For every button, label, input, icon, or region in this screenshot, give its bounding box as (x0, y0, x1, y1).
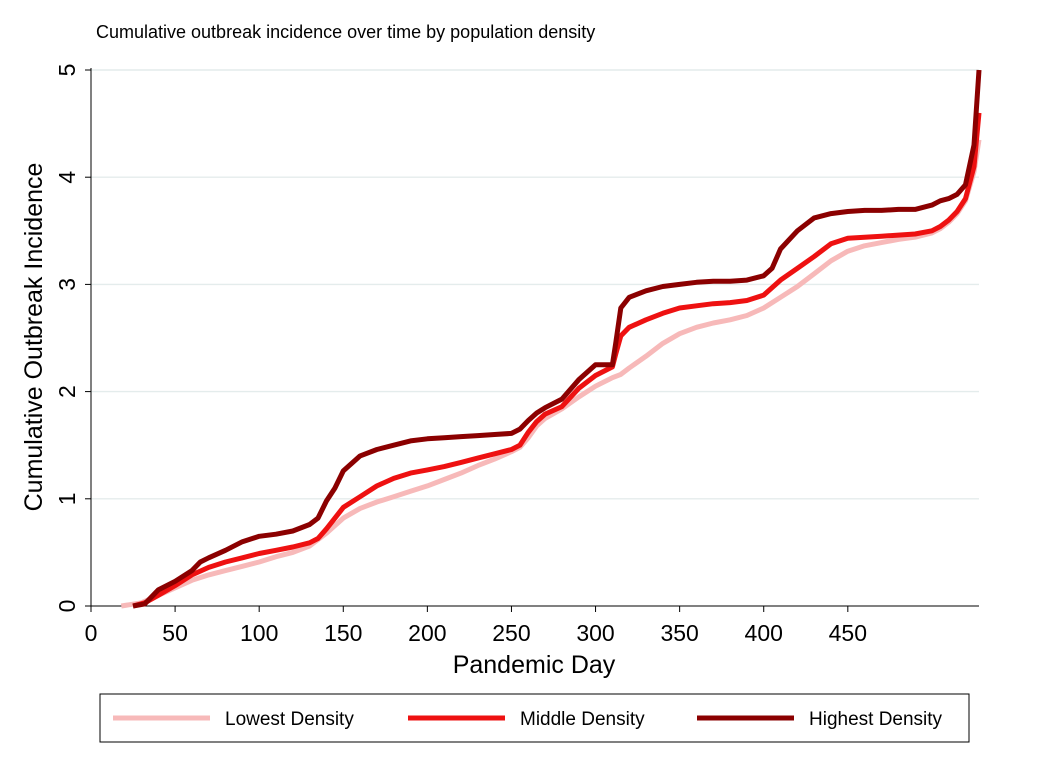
series-line-middle-density (132, 112, 982, 609)
chart-title: Cumulative outbreak incidence over time … (96, 22, 595, 42)
series-lines (120, 69, 982, 609)
legend-label-lowest-density: Lowest Density (225, 709, 354, 730)
y-tick-label-5: 5 (54, 64, 80, 77)
x-tick-label-450: 450 (829, 620, 867, 646)
legend-label-middle-density: Middle Density (520, 709, 645, 730)
series-line-lowest-density (120, 139, 982, 609)
x-tick-label-400: 400 (745, 620, 783, 646)
x-tick-label-100: 100 (240, 620, 278, 646)
y-tick-label-2: 2 (54, 385, 80, 398)
x-axis-title: Pandemic Day (453, 651, 616, 679)
legend-label-highest-density: Highest Density (809, 709, 943, 730)
legend: Lowest Density Middle Density Highest Dens… (99, 693, 970, 743)
x-tick-label-200: 200 (408, 620, 446, 646)
series-line-highest-density (132, 69, 982, 609)
x-tick-label-250: 250 (492, 620, 530, 646)
x-tick-label-50: 50 (162, 620, 188, 646)
x-tick-label-0: 0 (85, 620, 98, 646)
x-tick-label-350: 350 (660, 620, 698, 646)
y-tick-label-1: 1 (54, 492, 80, 505)
legend-items: Lowest Density Middle Density Highest Dens… (113, 709, 943, 730)
y-tick-label-3: 3 (54, 278, 80, 291)
x-tick-label-300: 300 (576, 620, 614, 646)
tick-labels: 0 50 100 150 200 250 300 350 400 450 0 1 2 3 4 5 (54, 64, 867, 646)
x-tick-label-150: 150 (324, 620, 362, 646)
y-tick-label-4: 4 (54, 171, 80, 184)
y-axis-title: Cumulative Outbreak Incidence (20, 163, 48, 512)
y-tick-label-0: 0 (54, 600, 80, 613)
gridlines (91, 69, 979, 500)
axes (85, 68, 979, 612)
legend-box (99, 693, 970, 743)
